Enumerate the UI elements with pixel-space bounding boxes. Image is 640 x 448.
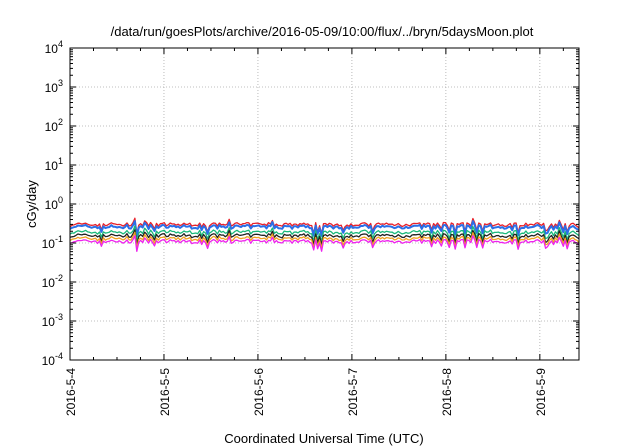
x-tick-label: 2016-5-5 <box>158 368 172 416</box>
y-tick-label: 104 <box>45 39 63 56</box>
series-group <box>69 217 580 252</box>
grid <box>70 48 579 360</box>
x-tick-label: 2016-5-4 <box>64 368 78 416</box>
series-line <box>69 229 580 246</box>
x-tick-label: 2016-5-7 <box>346 368 360 416</box>
y-tick-label: 10-4 <box>42 351 63 368</box>
y-tick-label: 10-2 <box>42 273 63 290</box>
chart-title: /data/run/goesPlots/archive/2016-05-09/1… <box>111 24 534 39</box>
series-line <box>69 231 580 249</box>
x-axis: 2016-5-4 2016-5-5 2016-5-6 2016-5-7 2016-5-8… <box>64 48 564 416</box>
x-tick-label: 2016-5-6 <box>252 368 266 416</box>
y-axis: 10-4 10-3 10-2 10-1 100 101 102 103 104 <box>42 39 579 368</box>
x-axis-label: Coordinated Universal Time (UTC) <box>224 431 423 446</box>
y-tick-label: 101 <box>45 156 63 173</box>
x-tick-label: 2016-5-9 <box>534 368 548 416</box>
y-tick-label: 100 <box>45 195 63 212</box>
y-tick-label: 103 <box>45 78 63 95</box>
series-line <box>69 235 580 252</box>
y-tick-label: 102 <box>45 117 63 134</box>
y-axis-label: cGy/day <box>24 180 39 228</box>
series-line <box>69 220 580 238</box>
series-line <box>69 225 580 243</box>
x-tick-label: 2016-5-8 <box>440 368 454 416</box>
y-tick-label: 10-1 <box>42 234 63 251</box>
y-tick-label: 10-3 <box>42 312 63 329</box>
